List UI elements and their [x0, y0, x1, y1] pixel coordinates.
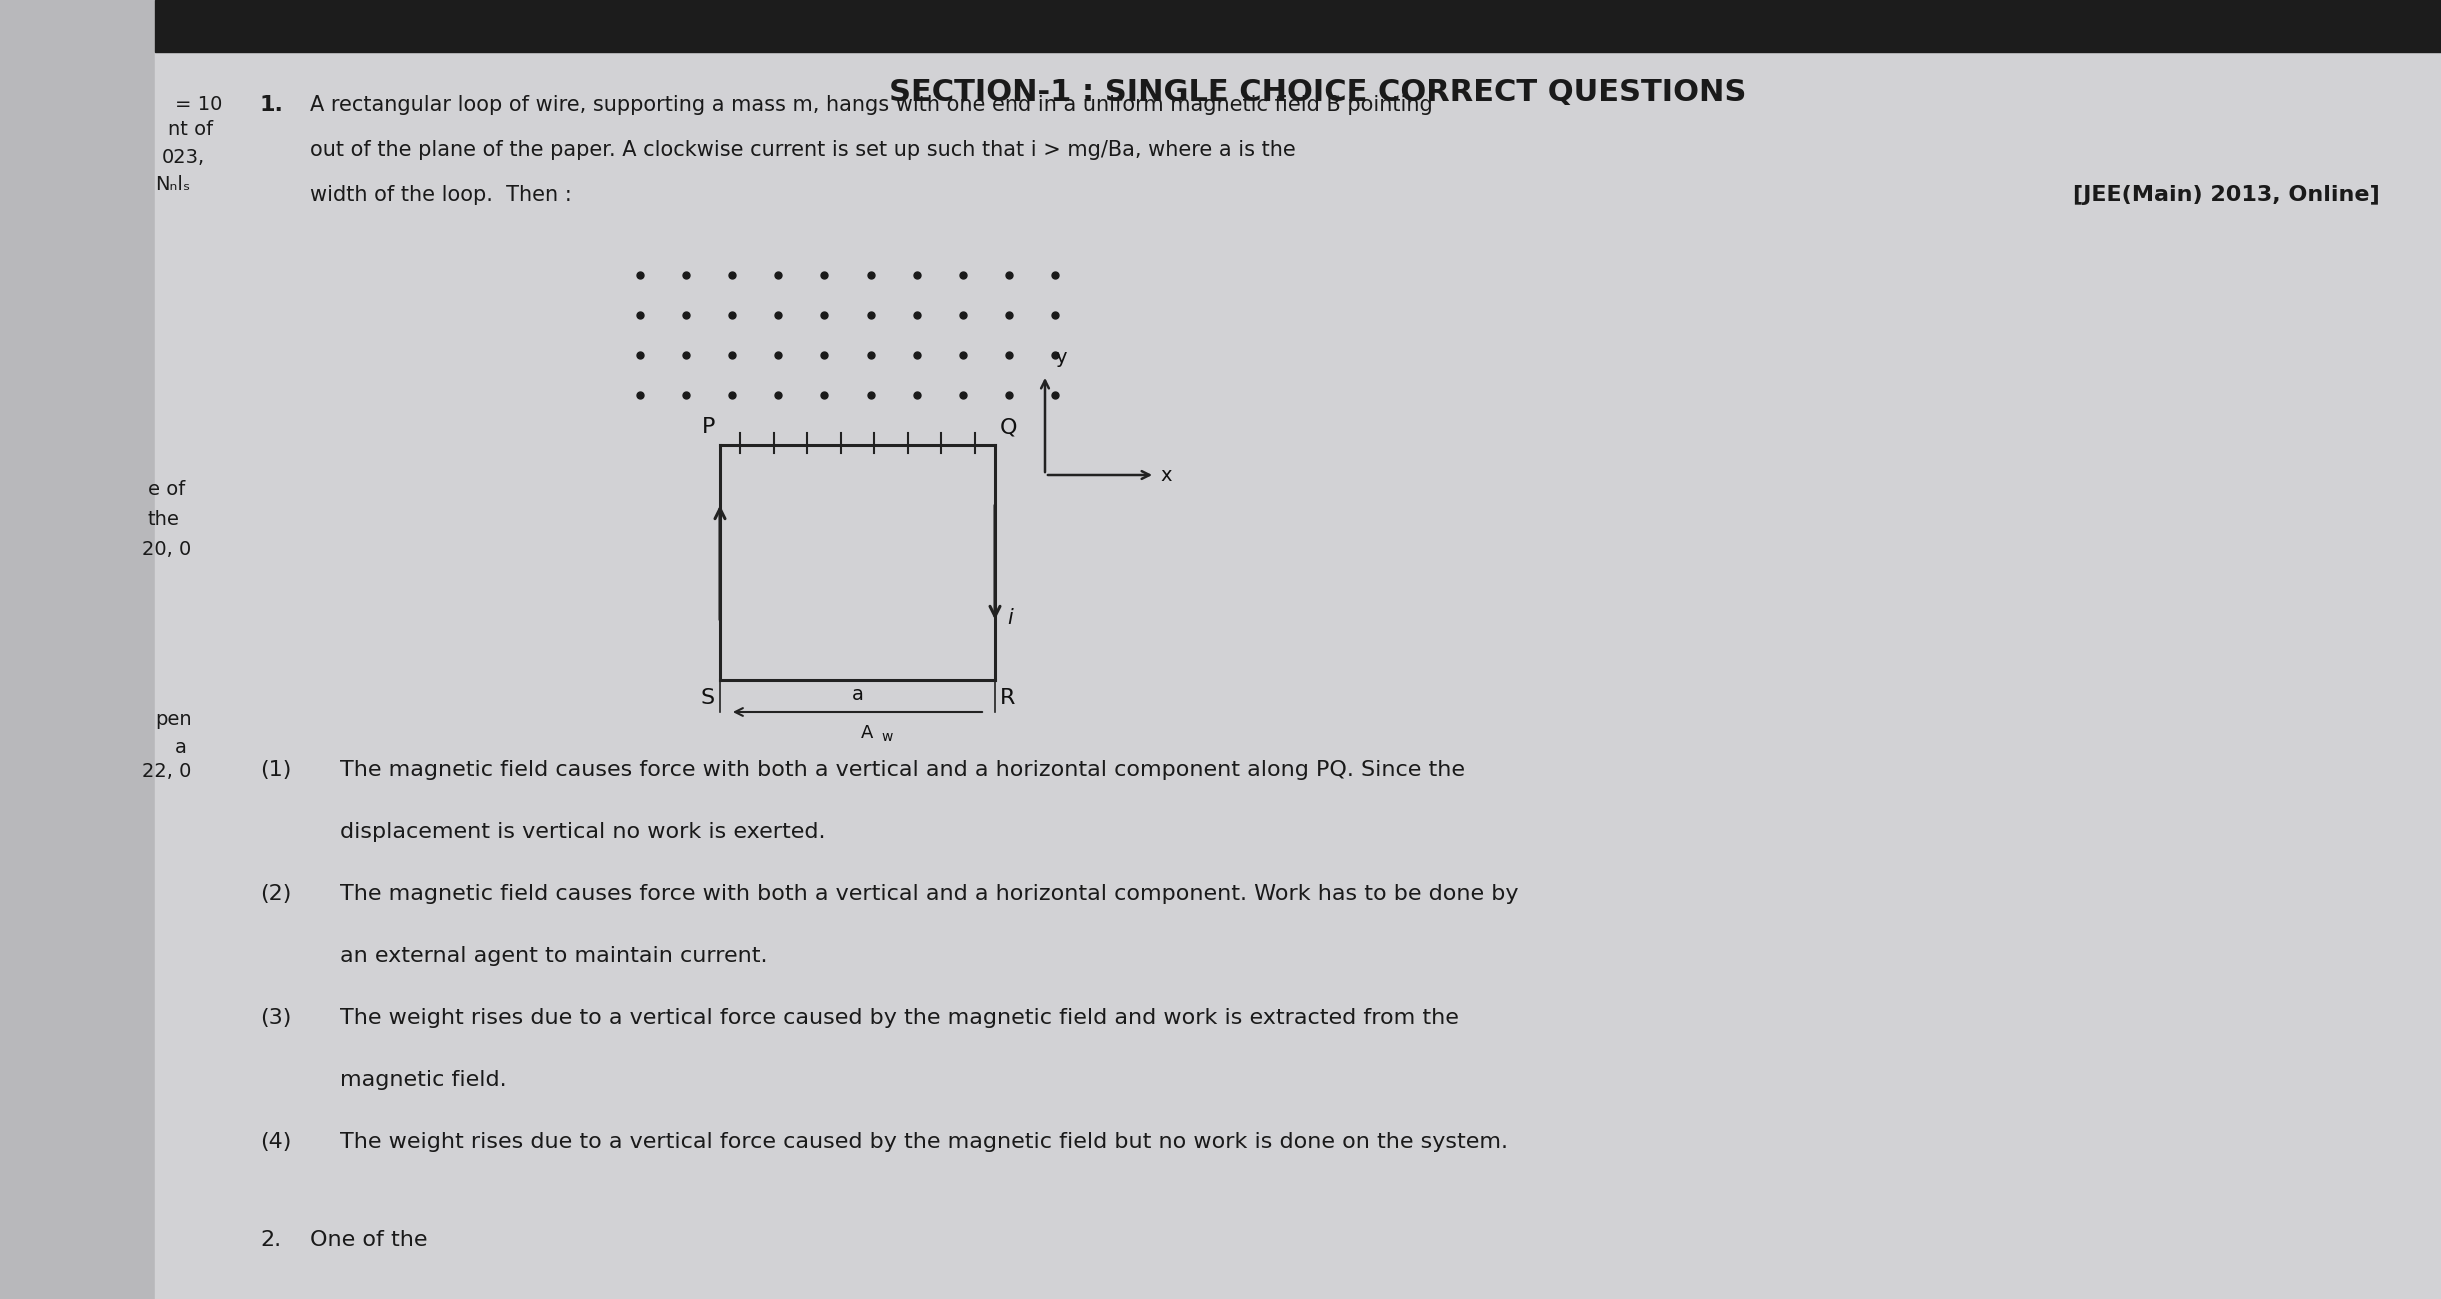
Text: pen: pen: [154, 711, 193, 729]
Text: (1): (1): [261, 760, 290, 779]
Text: Q: Q: [1001, 417, 1018, 436]
Text: an external agent to maintain current.: an external agent to maintain current.: [339, 946, 766, 966]
Text: displacement is vertical no work is exerted.: displacement is vertical no work is exer…: [339, 822, 825, 842]
Text: width of the loop.  Then :: width of the loop. Then :: [310, 184, 571, 205]
Text: 2.: 2.: [261, 1230, 281, 1250]
Text: w: w: [881, 730, 893, 744]
Text: 023,: 023,: [161, 148, 205, 168]
Text: P: P: [701, 417, 715, 436]
Text: The weight rises due to a vertical force caused by the magnetic field but no wor: The weight rises due to a vertical force…: [339, 1131, 1509, 1152]
Text: S: S: [701, 688, 715, 708]
Text: 20, 0: 20, 0: [142, 540, 190, 559]
Text: (3): (3): [261, 1008, 290, 1028]
Bar: [0, 0, 154, 1299]
Text: R: R: [1001, 688, 1015, 708]
Text: = 10: = 10: [176, 95, 222, 114]
Text: (4): (4): [261, 1131, 290, 1152]
Text: i: i: [1008, 608, 1013, 627]
Text: 22, 0: 22, 0: [142, 763, 190, 781]
Text: One of the: One of the: [310, 1230, 427, 1250]
Text: A: A: [862, 724, 874, 742]
Text: the: the: [149, 511, 181, 529]
Text: a: a: [176, 738, 188, 757]
Text: (2): (2): [261, 885, 290, 904]
Bar: [154, 0, 2441, 52]
Text: SECTION-1 : SINGLE CHOICE CORRECT QUESTIONS: SECTION-1 : SINGLE CHOICE CORRECT QUESTI…: [889, 78, 1748, 107]
Text: The magnetic field causes force with both a vertical and a horizontal component.: The magnetic field causes force with bot…: [339, 885, 1518, 904]
Text: e of: e of: [149, 481, 186, 499]
Text: The weight rises due to a vertical force caused by the magnetic field and work i: The weight rises due to a vertical force…: [339, 1008, 1460, 1028]
Text: The magnetic field causes force with both a vertical and a horizontal component : The magnetic field causes force with bot…: [339, 760, 1465, 779]
Text: x: x: [1159, 465, 1172, 485]
Text: y: y: [1055, 348, 1067, 368]
Text: nt of: nt of: [168, 120, 212, 139]
Text: Nₙlₛ: Nₙlₛ: [154, 175, 190, 194]
Text: a: a: [852, 685, 864, 704]
Text: out of the plane of the paper. A clockwise current is set up such that i > mg/Ba: out of the plane of the paper. A clockwi…: [310, 140, 1296, 160]
Text: A rectangular loop of wire, supporting a mass m, hangs with one end in a uniform: A rectangular loop of wire, supporting a…: [310, 95, 1433, 116]
Text: 1.: 1.: [261, 95, 283, 116]
Text: [JEE(Main) 2013, Online]: [JEE(Main) 2013, Online]: [2072, 184, 2380, 205]
Text: magnetic field.: magnetic field.: [339, 1070, 508, 1090]
